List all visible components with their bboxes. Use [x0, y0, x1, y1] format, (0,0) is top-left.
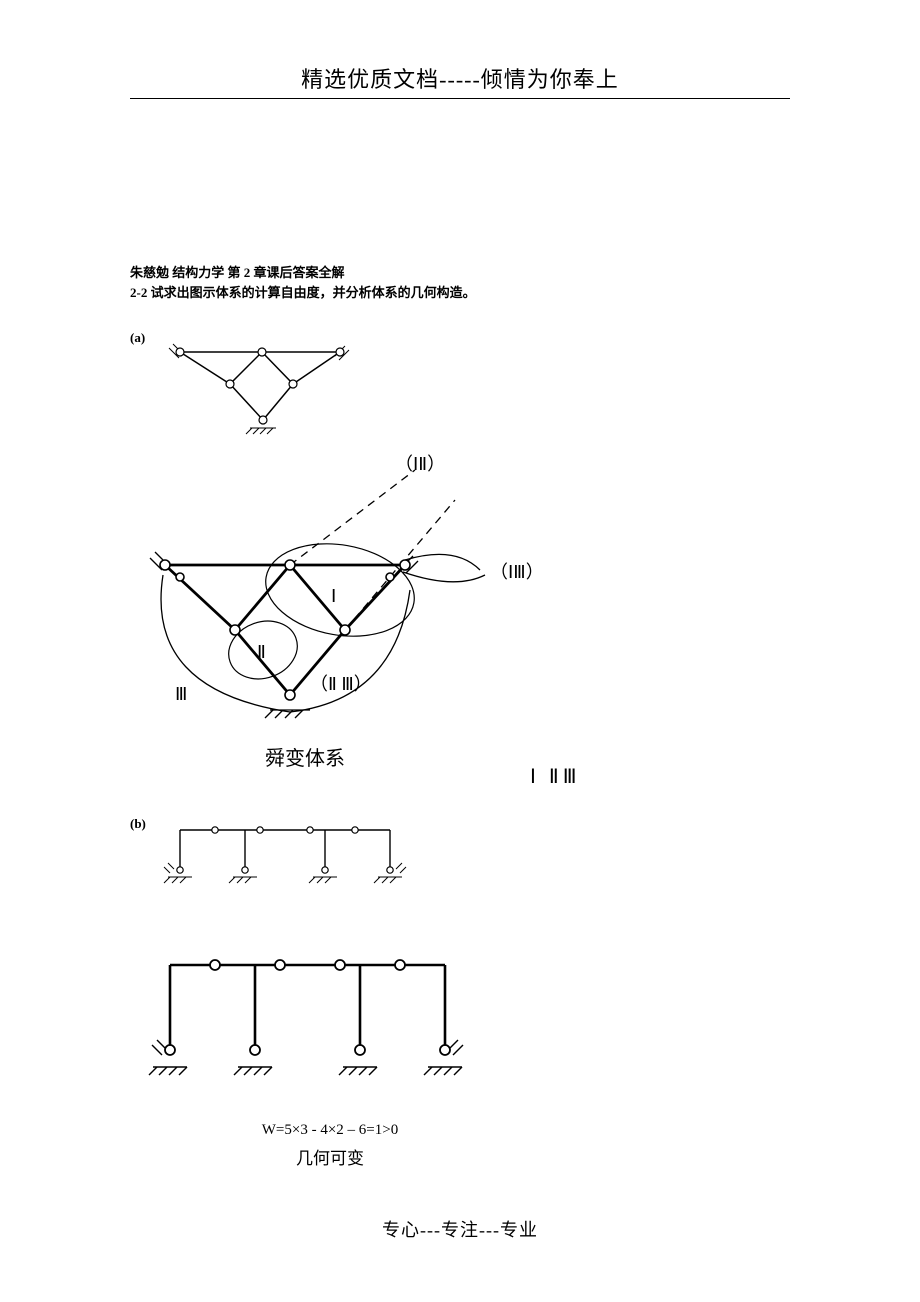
diagram-a1 — [155, 332, 375, 447]
caption-a: 舜变体系 — [0, 742, 920, 771]
doc-title-1: 朱慈勉 结构力学 第 2 章课后答案全解 — [130, 262, 345, 281]
diagram-a2: Ⅰ Ⅱ Ⅲ （ⅠⅡ） （ⅠⅢ） （Ⅱ Ⅲ） — [135, 440, 615, 765]
caption-b: 几何可变 — [0, 1144, 920, 1169]
roman-side: Ⅰ ⅡⅢ — [530, 764, 581, 789]
diagram-b1 — [160, 815, 420, 900]
label-II-III: （Ⅱ Ⅲ） — [310, 674, 372, 694]
diagram-b2 — [145, 945, 475, 1100]
label-I: Ⅰ — [331, 586, 336, 606]
label-b: (b) — [130, 816, 146, 832]
label-III: Ⅲ — [175, 684, 187, 704]
eq-b: W=5×3 - 4×2 – 6=1>0 — [0, 1122, 920, 1139]
label-a: (a) — [130, 330, 145, 346]
label-I-II: （ⅠⅡ） — [395, 454, 445, 474]
doc-title-2: 2-2 试求出图示体系的计算自由度，并分析体系的几何构造。 — [130, 282, 476, 301]
page-footer: 专心---专注---专业 — [0, 1216, 920, 1242]
label-II: Ⅱ — [257, 642, 266, 662]
page-header: 精选优质文档-----倾情为你奉上 — [130, 62, 790, 99]
label-I-III: （ⅠⅢ） — [490, 562, 544, 582]
